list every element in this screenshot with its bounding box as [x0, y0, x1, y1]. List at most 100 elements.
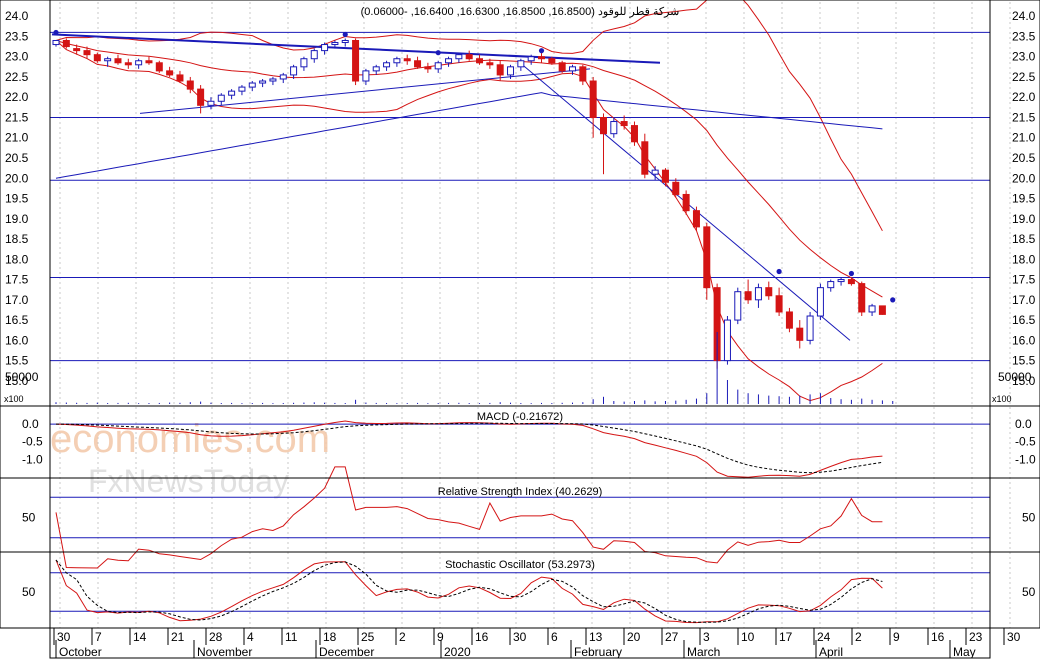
- x-axis-day-label: 17: [779, 630, 793, 644]
- price-tick-label: 15.0: [5, 374, 29, 388]
- price-tick-label: 24.0: [1012, 9, 1036, 23]
- candle-body: [362, 70, 370, 82]
- candle-body: [145, 60, 153, 64]
- candle-body: [579, 66, 587, 82]
- volume-axis-ticks: 50000 50000 x100 x100: [4, 370, 1032, 404]
- candle-body: [93, 54, 101, 62]
- candle-body: [104, 58, 112, 62]
- candle-body: [83, 50, 91, 56]
- candle-body: [279, 74, 287, 80]
- candle-body: [682, 193, 690, 212]
- candle-body: [775, 295, 783, 313]
- x-axis-month-label: April: [819, 645, 843, 659]
- candle-body: [847, 279, 855, 285]
- rsi-tick-label: 50: [1022, 511, 1036, 525]
- candle-body: [527, 56, 535, 62]
- candle-body: [796, 327, 804, 341]
- candle-body: [548, 58, 556, 64]
- candle-body: [744, 291, 752, 301]
- macd-tick-label: -0.5: [1015, 435, 1036, 449]
- candle-body: [155, 62, 163, 72]
- candle-body: [217, 94, 225, 102]
- x-axis-day-label: 28: [209, 630, 223, 644]
- price-tick-label: 21.5: [5, 110, 29, 124]
- candle-body: [352, 39, 360, 82]
- volume-scale-label: x100: [992, 394, 1012, 404]
- price-tick-label: 24.0: [5, 9, 29, 23]
- x-axis-day-label: 27: [665, 630, 679, 644]
- macd-tick-label: -0.5: [22, 435, 43, 449]
- price-tick-label: 18.5: [1012, 232, 1036, 246]
- price-tick-label: 20.5: [1012, 151, 1036, 165]
- candle-body: [186, 80, 194, 90]
- rsi-line: [50, 466, 990, 569]
- stochastic-lines: [50, 559, 990, 624]
- price-tick-label: 17.0: [5, 293, 29, 307]
- candle-body: [858, 283, 866, 313]
- x-axis-day-label: 10: [741, 630, 755, 644]
- stochastic-tick-label: 50: [22, 585, 36, 599]
- candle-body: [176, 74, 184, 82]
- candle-body: [52, 39, 60, 46]
- price-tick-label: 21.0: [5, 131, 29, 145]
- x-axis-day-label: 2: [855, 630, 862, 644]
- macd-axis-ticks: 0.0 0.0 -0.5 -0.5 -1.0 -1.0: [22, 417, 1036, 466]
- candle-body: [672, 181, 680, 195]
- candle-body: [599, 116, 607, 135]
- price-tick-label: 18.5: [5, 232, 29, 246]
- macd-tick-label: -1.0: [22, 452, 43, 466]
- candle-body: [734, 291, 742, 321]
- trend-line: [139, 68, 591, 114]
- candle-body: [868, 305, 876, 313]
- candle-body: [723, 319, 731, 362]
- candle-body: [403, 58, 411, 62]
- candle-body: [166, 70, 174, 76]
- candle-body: [372, 66, 380, 72]
- candle-body: [341, 39, 349, 44]
- candle-body: [414, 60, 422, 68]
- x-axis-month-label: November: [197, 645, 252, 659]
- x-axis-day-label: 30: [1007, 630, 1021, 644]
- candle-body: [486, 62, 494, 66]
- price-tick-label: 18.0: [1012, 252, 1036, 266]
- candle-body: [837, 279, 845, 283]
- price-tick-label: 15.0: [1012, 374, 1036, 388]
- candle-body: [827, 281, 835, 289]
- candle-body: [290, 66, 298, 76]
- watermark-text: economies.com: [50, 417, 330, 461]
- price-tick-label: 16.0: [5, 333, 29, 347]
- price-tick-label: 17.0: [1012, 293, 1036, 307]
- signal-dot: [435, 50, 441, 56]
- price-tick-label: 23.0: [5, 50, 29, 64]
- candle-body: [538, 56, 546, 60]
- volume-tick-label: 50000: [998, 370, 1032, 384]
- price-tick-label: 19.0: [5, 212, 29, 226]
- moving-average-line: [55, 40, 883, 298]
- candle-body: [507, 66, 515, 76]
- stochastic-tick-label: 50: [1022, 585, 1036, 599]
- volume-scale-label: x100: [4, 394, 24, 404]
- bollinger-lower-line: [55, 40, 883, 402]
- x-axis-month-label: March: [687, 645, 720, 659]
- price-tick-label: 16.0: [1012, 333, 1036, 347]
- candle-body: [321, 44, 329, 52]
- x-axis-day-label: 24: [817, 630, 831, 644]
- x-axis-day-label: 30: [513, 630, 527, 644]
- candle-body: [73, 48, 81, 52]
- x-axis-day-label: 9: [437, 630, 444, 644]
- candle-body: [785, 311, 793, 329]
- macd-lines: [50, 420, 990, 478]
- candle-body: [62, 39, 70, 48]
- price-panel-title: شركة قطر للوقود (16.8500, 16.8500, 16.63…: [361, 6, 680, 18]
- x-axis-band: [49, 627, 991, 659]
- price-tick-label: 21.0: [1012, 131, 1036, 145]
- candle-body: [692, 210, 700, 228]
- price-tick-label: 17.5: [5, 273, 29, 287]
- price-tick-label: 23.5: [5, 29, 29, 43]
- x-axis-day-label: 2: [399, 630, 406, 644]
- price-tick-label: 19.5: [1012, 192, 1036, 206]
- x-axis-day-label: 13: [589, 630, 603, 644]
- candle-body: [135, 60, 143, 66]
- price-tick-label: 15.5: [5, 354, 29, 368]
